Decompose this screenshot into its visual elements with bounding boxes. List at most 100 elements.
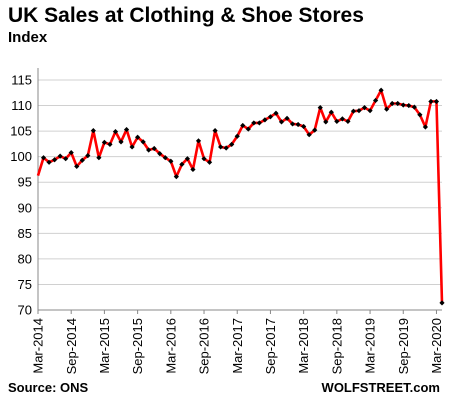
y-axis-label: Index (8, 29, 48, 46)
data-point-12 (101, 139, 108, 145)
data-point-70 (422, 124, 428, 130)
data-point-34 (223, 145, 229, 151)
data-point-45 (284, 115, 290, 121)
data-point-35 (229, 141, 235, 147)
data-point-62 (378, 87, 384, 93)
data-point-36 (234, 133, 240, 139)
y-tick-label-80: 80 (18, 251, 32, 266)
y-tick-label-110: 110 (11, 98, 32, 113)
data-point-42 (267, 114, 274, 120)
data-point-14 (112, 129, 119, 135)
data-point-67 (406, 102, 412, 109)
data-point-18 (135, 134, 141, 140)
data-point-11 (96, 155, 102, 161)
y-tick-label-70: 70 (18, 303, 32, 318)
data-point-17 (129, 144, 135, 150)
data-point-29 (195, 138, 202, 144)
data-point-32 (212, 128, 218, 134)
data-point-2 (46, 159, 52, 165)
data-point-21 (151, 145, 157, 152)
data-point-6 (68, 149, 74, 156)
x-tick-label-Mar-2016: Mar-2016 (163, 318, 178, 374)
series-line (36, 88, 444, 303)
x-tick-label-Sep-2015: Sep-2015 (130, 318, 145, 374)
y-tick-label-85: 85 (18, 226, 32, 241)
data-point-33 (218, 144, 224, 150)
data-point-69 (417, 112, 423, 118)
data-point-41 (262, 117, 268, 123)
data-point-37 (240, 122, 246, 129)
data-point-54 (334, 118, 340, 124)
x-tick-label-Sep-2018: Sep-2018 (329, 318, 344, 374)
data-point-65 (395, 100, 401, 107)
data-point-5 (63, 156, 69, 162)
brand-note: WOLFSTREET.com (321, 380, 440, 395)
data-point-56 (345, 118, 351, 124)
y-tick-label-90: 90 (18, 200, 32, 215)
x-tick-label-Mar-2014: Mar-2014 (31, 318, 46, 374)
x-tick-label-Mar-2018: Mar-2018 (296, 318, 311, 374)
data-point-24 (168, 158, 174, 164)
data-point-60 (367, 108, 373, 114)
x-tick-label-Mar-2017: Mar-2017 (230, 318, 245, 374)
data-point-73 (439, 300, 445, 306)
data-point-39 (251, 120, 257, 126)
data-point-66 (400, 102, 406, 108)
grid-lines (38, 79, 442, 311)
data-point-28 (190, 166, 196, 173)
data-point-57 (350, 108, 357, 114)
data-point-63 (384, 106, 390, 112)
data-point-64 (389, 100, 395, 107)
data-point-13 (107, 141, 113, 147)
data-point-22 (157, 151, 163, 157)
data-point-71 (428, 98, 434, 105)
data-point-8 (79, 157, 85, 163)
data-point-46 (289, 121, 296, 127)
x-tick-label-Sep-2014: Sep-2014 (64, 318, 79, 374)
data-point-23 (162, 155, 168, 161)
data-point-44 (278, 119, 285, 125)
x-tick-label-Mar-2020: Mar-2020 (429, 318, 444, 374)
data-point-25 (173, 174, 179, 180)
data-point-4 (57, 153, 63, 159)
x-tick-label-Sep-2016: Sep-2016 (197, 318, 212, 374)
x-tick-label-Sep-2019: Sep-2019 (396, 318, 411, 374)
data-point-72 (433, 98, 440, 105)
y-tick-labels: 70 75 80 85 90 95 100 105 110 115 (10, 73, 32, 318)
y-tick-label-105: 105 (10, 124, 32, 139)
data-point-50 (312, 127, 318, 133)
source-note: Source: ONS (8, 380, 89, 395)
data-point-1 (40, 155, 47, 161)
chart-title: UK Sales at Clothing & Shoe Stores (8, 4, 364, 27)
data-point-9 (85, 153, 91, 159)
data-point-51 (317, 105, 323, 111)
data-point-53 (328, 109, 334, 115)
data-point-58 (356, 108, 362, 114)
data-point-55 (339, 116, 345, 122)
data-point-30 (201, 156, 207, 162)
data-point-49 (306, 132, 312, 138)
data-point-27 (184, 156, 191, 162)
x-tick-label-Sep-2017: Sep-2017 (263, 318, 278, 374)
data-point-31 (206, 159, 213, 165)
axes (37, 68, 442, 314)
series-layer (36, 87, 445, 306)
data-point-7 (74, 163, 80, 169)
y-tick-label-75: 75 (18, 277, 32, 292)
data-point-47 (295, 121, 301, 128)
data-point-38 (245, 126, 251, 132)
data-point-26 (179, 161, 185, 167)
x-tick-label-Mar-2015: Mar-2015 (97, 318, 112, 374)
data-point-43 (273, 110, 279, 116)
data-point-40 (256, 120, 262, 126)
data-point-20 (146, 147, 152, 153)
data-point-61 (372, 97, 379, 104)
data-point-16 (123, 126, 130, 133)
data-point-19 (140, 139, 146, 145)
data-point-10 (90, 128, 96, 134)
x-tick-labels: Mar-2014 Sep-2014 Mar-2015 Sep-2015 Mar-2016… (31, 318, 444, 374)
x-tick-label-Mar-2019: Mar-2019 (363, 318, 378, 374)
y-tick-label-95: 95 (18, 175, 32, 190)
data-point-3 (52, 157, 58, 163)
